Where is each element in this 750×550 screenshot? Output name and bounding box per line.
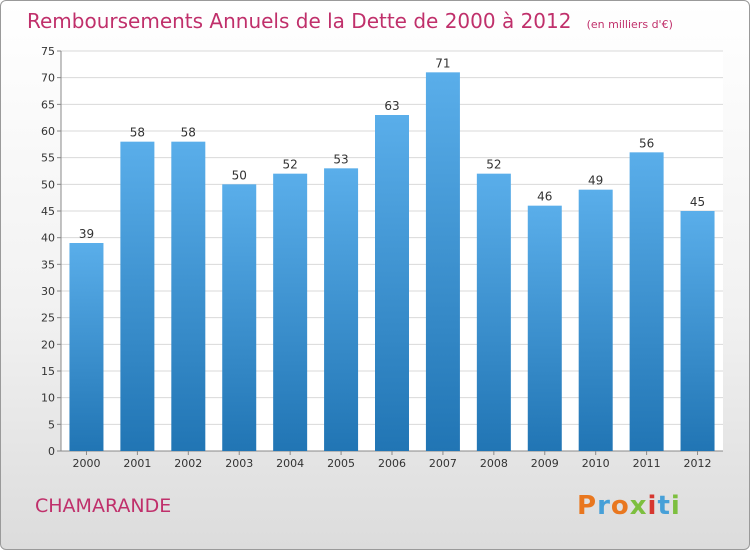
value-label: 53 [333,152,348,166]
bar [120,141,155,451]
bar [69,243,104,451]
logo-letter: t [657,491,671,521]
x-tick-label: 2001 [123,457,151,470]
value-label: 39 [79,227,94,241]
x-tick-label: 2005 [327,457,355,470]
y-tick-label: 60 [41,125,55,138]
y-tick-label: 25 [41,312,55,325]
bar [680,211,715,451]
y-tick-label: 75 [41,45,55,58]
logo-letter: r [597,491,611,521]
y-tick-label: 30 [41,285,55,298]
value-label: 56 [639,136,654,150]
y-tick-label: 65 [41,98,55,111]
value-label: 71 [435,56,450,70]
value-label: 58 [130,126,145,140]
logo-letter: i [670,491,681,521]
value-label: 52 [283,158,298,172]
bar [578,189,613,451]
x-tick-label: 2006 [378,457,406,470]
bar [324,168,359,452]
y-tick-label: 50 [41,178,55,191]
x-tick-label: 2012 [684,457,712,470]
y-tick-label: 15 [41,365,55,378]
x-tick-label: 2003 [225,457,253,470]
x-tick-label: 2009 [531,457,559,470]
logo-letter: i [647,491,658,521]
x-tick-label: 2000 [72,457,100,470]
bar [629,152,664,452]
y-tick-label: 70 [41,72,55,85]
bar [222,184,257,452]
value-label: 50 [232,168,247,182]
bar [476,173,511,451]
x-tick-label: 2011 [633,457,661,470]
bar [425,72,460,451]
x-tick-label: 2010 [582,457,610,470]
x-tick-label: 2002 [174,457,202,470]
x-tick-label: 2007 [429,457,457,470]
bar [171,141,206,451]
logo-letter: P [577,491,598,521]
chart-title: Remboursements Annuels de la Dette de 20… [27,9,572,33]
y-tick-label: 55 [41,152,55,165]
logo-letter: o [610,491,630,521]
y-tick-label: 35 [41,258,55,271]
value-label: 52 [486,158,501,172]
y-tick-label: 40 [41,232,55,245]
y-tick-label: 5 [48,418,55,431]
bar [375,115,409,451]
y-tick-label: 10 [41,392,55,405]
value-label: 58 [181,126,196,140]
y-tick-label: 0 [48,445,55,458]
value-label: 49 [588,174,603,188]
chart-subtitle: (en milliers d'€) [586,18,673,31]
proxiti-logo: Proxiti [577,491,681,521]
commune-name: CHAMARANDE [35,495,172,517]
value-label: 46 [537,190,552,204]
bar [527,205,562,451]
value-label: 45 [690,195,705,209]
y-tick-label: 20 [41,338,55,351]
value-label: 63 [384,99,399,113]
y-tick-label: 45 [41,205,55,218]
title-line: Remboursements Annuels de la Dette de 20… [27,9,673,33]
logo-letter: x [629,491,648,521]
bar [273,173,308,451]
x-tick-label: 2008 [480,457,508,470]
x-tick-label: 2004 [276,457,304,470]
